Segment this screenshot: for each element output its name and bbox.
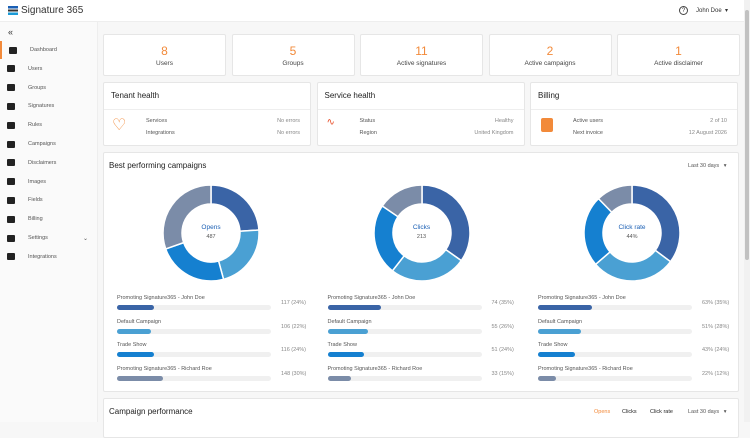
rules-icon (7, 121, 15, 129)
range-dropdown[interactable]: Last 30 days ▾ (688, 163, 727, 169)
health-card: Tenant health ♡ Services No errors Integrati… (103, 82, 311, 146)
health-card: Billing Active users 2 of 10 Next invoice 12… (530, 82, 738, 146)
bar-fill (327, 375, 351, 381)
donut-slice[interactable] (164, 241, 225, 282)
group-icon (7, 84, 15, 92)
sidebar-item-users[interactable]: Users (0, 60, 98, 78)
stat-card[interactable]: 11 Active signatures (360, 34, 483, 76)
sidebar-item-integrations[interactable]: Integrations (0, 248, 98, 266)
grid-icon (9, 46, 17, 54)
sidebar-item-dashboard[interactable]: Dashboard (0, 41, 98, 59)
stat-card[interactable]: 2 Active campaigns (488, 34, 612, 76)
scrollbar[interactable] (744, 0, 750, 422)
bar-fill (327, 328, 368, 334)
health-card: Service health ∿ Status Healthy Region United… (316, 82, 525, 146)
disclaimer-icon (7, 159, 15, 167)
sidebar-item-images[interactable]: Images (0, 173, 98, 191)
top-bar: Signature 365 ? John Doe ▾ (0, 0, 744, 22)
bar-fill (117, 352, 154, 357)
tab-opens[interactable]: Opens (594, 409, 611, 415)
bar-fill (327, 352, 365, 357)
logo-icon (8, 6, 18, 15)
sidebar-item-fields[interactable]: Fields (0, 191, 98, 209)
bar-fill (117, 305, 154, 310)
bar-fill (538, 305, 592, 310)
stat-card[interactable]: 8 Users (103, 34, 226, 76)
bar-fill (117, 328, 151, 334)
puzzle-icon (7, 253, 15, 261)
stat-card[interactable]: 1 Active disclaimer (617, 34, 740, 76)
logo[interactable]: Signature 365 (8, 5, 83, 16)
sidebar-item-settings[interactable]: Settings ⌄ (0, 229, 98, 247)
bar-fill (538, 352, 575, 357)
perf-range-dropdown[interactable]: Last 30 days ▾ (688, 409, 727, 415)
user-icon (7, 65, 15, 73)
donut-slice[interactable] (597, 184, 633, 214)
bar-fill (538, 375, 557, 381)
sidebar-item-billing[interactable]: Billing (0, 210, 98, 228)
tab-click-rate[interactable]: Click rate (650, 409, 673, 415)
sidebar-item-rules[interactable]: Rules (0, 116, 98, 134)
opens-donut: Opens 487 (161, 183, 261, 283)
collapse-sidebar-icon[interactable]: « (8, 27, 14, 37)
tab-clicks[interactable]: Clicks (622, 409, 637, 415)
sidebar-item-campaigns[interactable]: Campaigns (0, 135, 98, 153)
billing-icon (7, 215, 15, 223)
sidebar: « Dashboard Users Groups Signatures Rules Cam… (0, 22, 98, 422)
best-performing-campaigns: Best performing campaigns Last 30 days ▾ O… (103, 152, 739, 392)
flag-icon (7, 140, 15, 148)
sidebar-item-disclaimers[interactable]: Disclaimers (0, 154, 98, 172)
gear-icon (7, 234, 15, 242)
sidebar-item-signatures[interactable]: Signatures (0, 97, 98, 115)
image-icon (7, 178, 15, 186)
sidebar-item-groups[interactable]: Groups (0, 79, 98, 97)
donut-slice[interactable] (380, 184, 423, 218)
donut-slice[interactable] (162, 184, 212, 250)
stat-card[interactable]: 5 Groups (231, 34, 355, 76)
help-icon[interactable]: ? (679, 6, 688, 15)
campaign-performance: Campaign performance Opens Clicks Click rat… (103, 398, 739, 438)
bar-fill (327, 305, 382, 310)
chevron-down-icon: ⌄ (83, 235, 89, 242)
clicks-donut: Clicks 213 (372, 183, 472, 283)
signature-icon (7, 102, 15, 110)
bar-fill (538, 328, 582, 334)
fields-icon (7, 196, 15, 204)
click-rate-donut: Click rate 44% (582, 183, 682, 283)
user-menu[interactable]: John Doe ▾ (696, 8, 729, 14)
bar-fill (117, 375, 164, 381)
